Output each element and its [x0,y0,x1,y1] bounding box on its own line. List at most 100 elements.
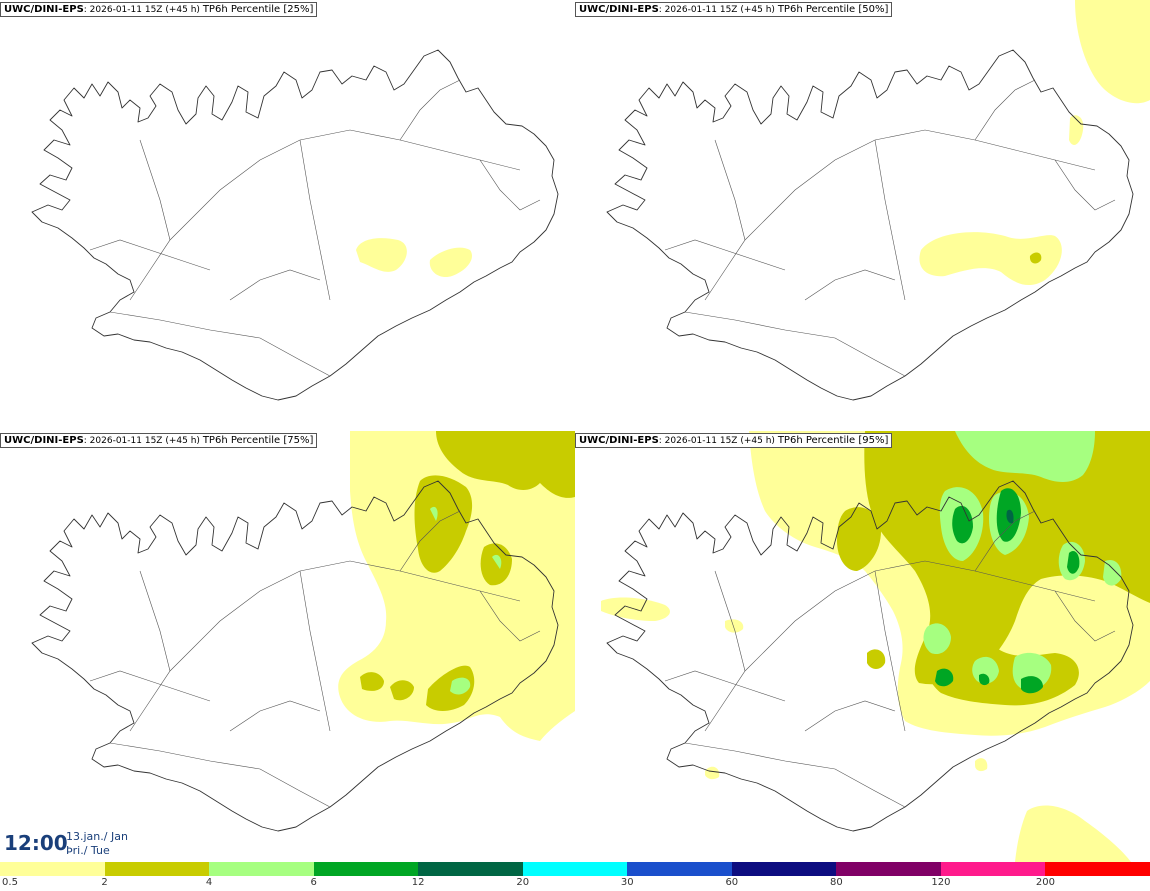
precip-area [430,506,438,521]
road-line [139,139,171,241]
legend-swatch [418,862,524,876]
road-line [299,139,331,301]
iceland-coastline [31,49,559,401]
road-line [664,670,786,702]
legend-tick-label: 200 [1035,877,1055,888]
road-line [479,159,541,211]
road-line [399,510,461,572]
precip-area [1029,252,1042,264]
road-line [229,269,321,301]
legend-swatch [209,862,315,876]
precip-map [31,49,559,401]
precip-area [864,431,1150,685]
road-line [89,670,211,702]
precip-map [601,431,1150,862]
precip-map [606,0,1150,401]
precip-area [725,619,744,633]
legend-tick-label: 12 [411,877,425,888]
road-line [974,79,1036,141]
legend-tick-label: 30 [620,877,634,888]
road-line [874,139,906,301]
legend-swatch [522,862,628,876]
precip-area [923,623,951,655]
road-line [139,570,171,672]
precip-area [1015,805,1131,862]
valid-date: 13.jan./ Jan Þri./ Tue [66,830,128,857]
precip-area [975,758,988,772]
map-panel-p50: UWC/DINI-EPS: 2026-01-11 15Z (+45 h) TP6… [575,0,1150,431]
precip-area [935,668,954,687]
road-line [704,560,1096,732]
valid-time-box: 12:00 13.jan./ Jan Þri./ Tue [0,823,140,861]
road-line [1054,590,1116,642]
legend-swatch [104,862,210,876]
precip-area [426,665,475,711]
road-line [684,311,906,377]
iceland-coastline [31,480,559,832]
precip-area [837,507,881,571]
road-line [89,239,211,271]
legend-swatch [836,862,942,876]
legend-tick-label: 120 [931,877,951,888]
precip-area [492,554,502,569]
road-line [704,129,1096,301]
precip-area [436,431,575,498]
map-panel-p75: UWC/DINI-EPS: 2026-01-11 15Z (+45 h) TP6… [0,431,575,862]
panel-title: UWC/DINI-EPS: 2026-01-11 15Z (+45 h) TP6… [0,433,318,448]
iceland-coastline [606,49,1134,401]
precip-area [1075,0,1150,104]
precip-area [1006,509,1014,524]
legend-swatch [940,862,1046,876]
road-line [804,700,896,732]
precip-area [979,673,990,686]
road-line [804,269,896,301]
color-legend: 0.5 2 4 6 12 20 30 60 80 120 200 [0,862,1150,891]
panel-title: UWC/DINI-EPS: 2026-01-11 15Z (+45 h) TP6… [575,433,893,448]
legend-swatch [1045,862,1150,876]
road-line [299,570,331,732]
precip-area [356,238,407,272]
precip-area [1067,550,1080,574]
legend-swatch [0,862,106,876]
road-line [109,311,331,377]
road-line [714,139,746,241]
legend-tick-label: 2 [101,877,108,888]
legend-swatch [731,862,837,876]
road-line [129,129,521,301]
precip-area [972,656,999,684]
iceland-coastline [606,480,1134,832]
legend-tick-label: 60 [725,877,739,888]
legend-swatch [627,862,733,876]
precip-area [952,505,973,544]
legend-tick-label: 6 [310,877,317,888]
road-line [714,570,746,672]
map-panel-p95: UWC/DINI-EPS: 2026-01-11 15Z (+45 h) TP6… [575,431,1150,862]
road-line [874,570,906,732]
panel-title: UWC/DINI-EPS: 2026-01-11 15Z (+45 h) TP6… [0,2,318,17]
road-line [684,742,906,808]
road-line [1054,159,1116,211]
road-line [974,510,1036,572]
precip-area [360,672,384,691]
road-line [229,700,321,732]
panel-title: UWC/DINI-EPS: 2026-01-11 15Z (+45 h) TP6… [575,2,893,17]
map-panel-p25: UWC/DINI-EPS: 2026-01-11 15Z (+45 h) TP6… [0,0,575,431]
precip-area [390,680,414,701]
legend-swatch [313,862,419,876]
legend-tick-label: 4 [205,877,213,888]
road-line [479,590,541,642]
road-line [109,742,331,808]
legend-tick-label: 80 [829,877,843,888]
precip-map [31,431,575,832]
precip-area [414,475,473,573]
precip-area [1021,676,1043,694]
legend-tick-label: 0.5 [2,877,18,888]
precip-area [429,247,472,278]
precip-area [955,431,1095,482]
precip-area [919,232,1062,286]
precip-area [1103,559,1122,586]
precip-area [338,431,575,741]
precip-area [450,677,471,695]
road-line [399,79,461,141]
legend-tick-label: 20 [516,877,530,888]
